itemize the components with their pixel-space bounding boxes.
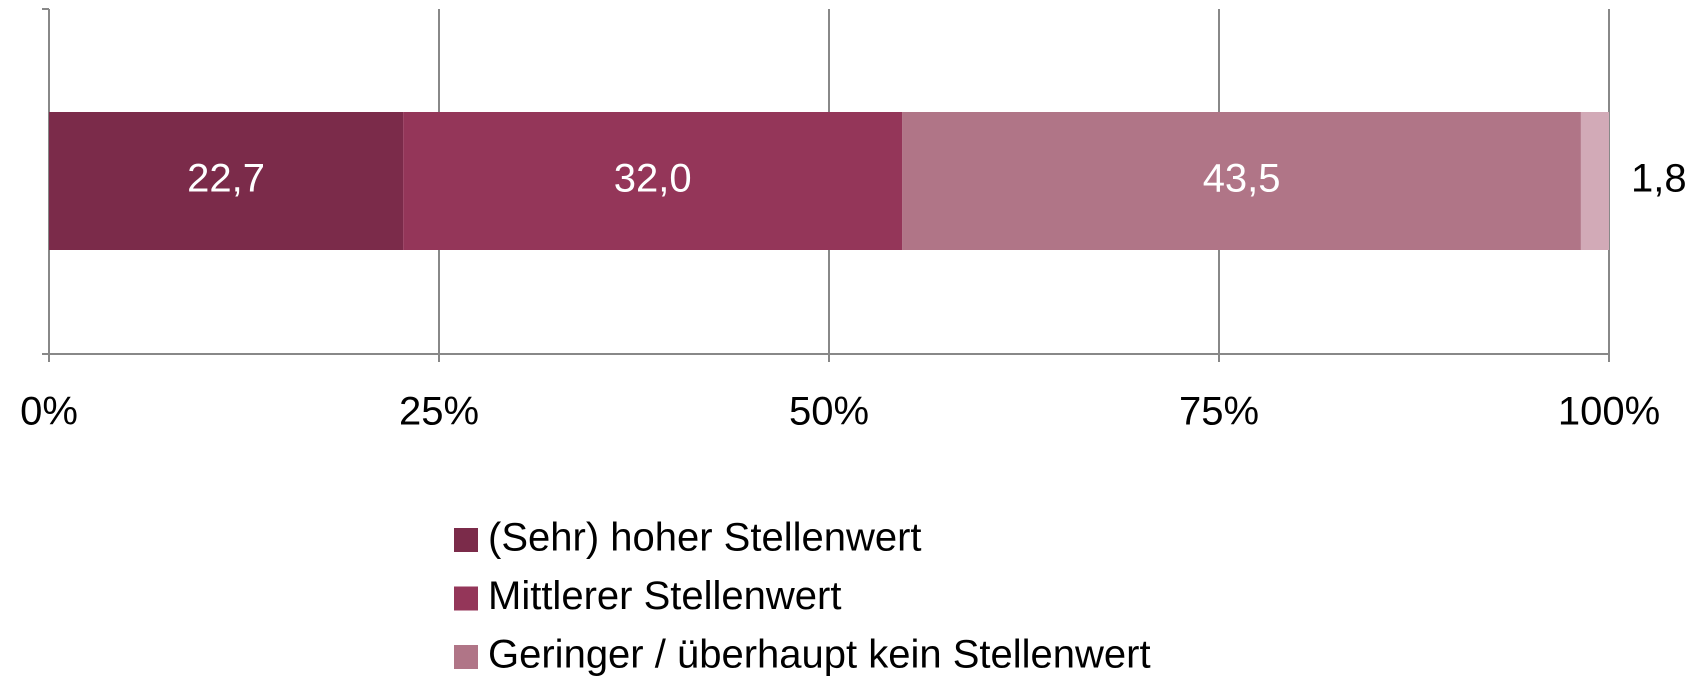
legend-swatch [454,586,478,611]
data-label: 43,5 [1203,157,1281,201]
bar-segment [403,112,903,250]
legend-label: Geringer / überhaupt kein Stellenwert [488,633,1151,677]
x-tick-label: 100% [1558,390,1660,434]
x-tick-label: 25% [399,390,479,434]
legend-swatch [454,528,478,552]
legend-swatch [454,645,478,669]
bar-segment [902,112,1581,250]
data-label: 22,7 [187,157,265,201]
legend-label: (Sehr) hoher Stellenwert [488,516,922,560]
data-label: 1,8 [1631,157,1687,201]
legend-label: Mittlerer Stellenwert [488,574,841,618]
bar-segment [49,112,404,250]
x-tick-label: 0% [20,390,78,434]
data-label: 32,0 [614,157,692,201]
x-tick-label: 50% [789,390,869,434]
bar-segment [1580,112,1609,250]
x-tick-label: 75% [1179,390,1259,434]
